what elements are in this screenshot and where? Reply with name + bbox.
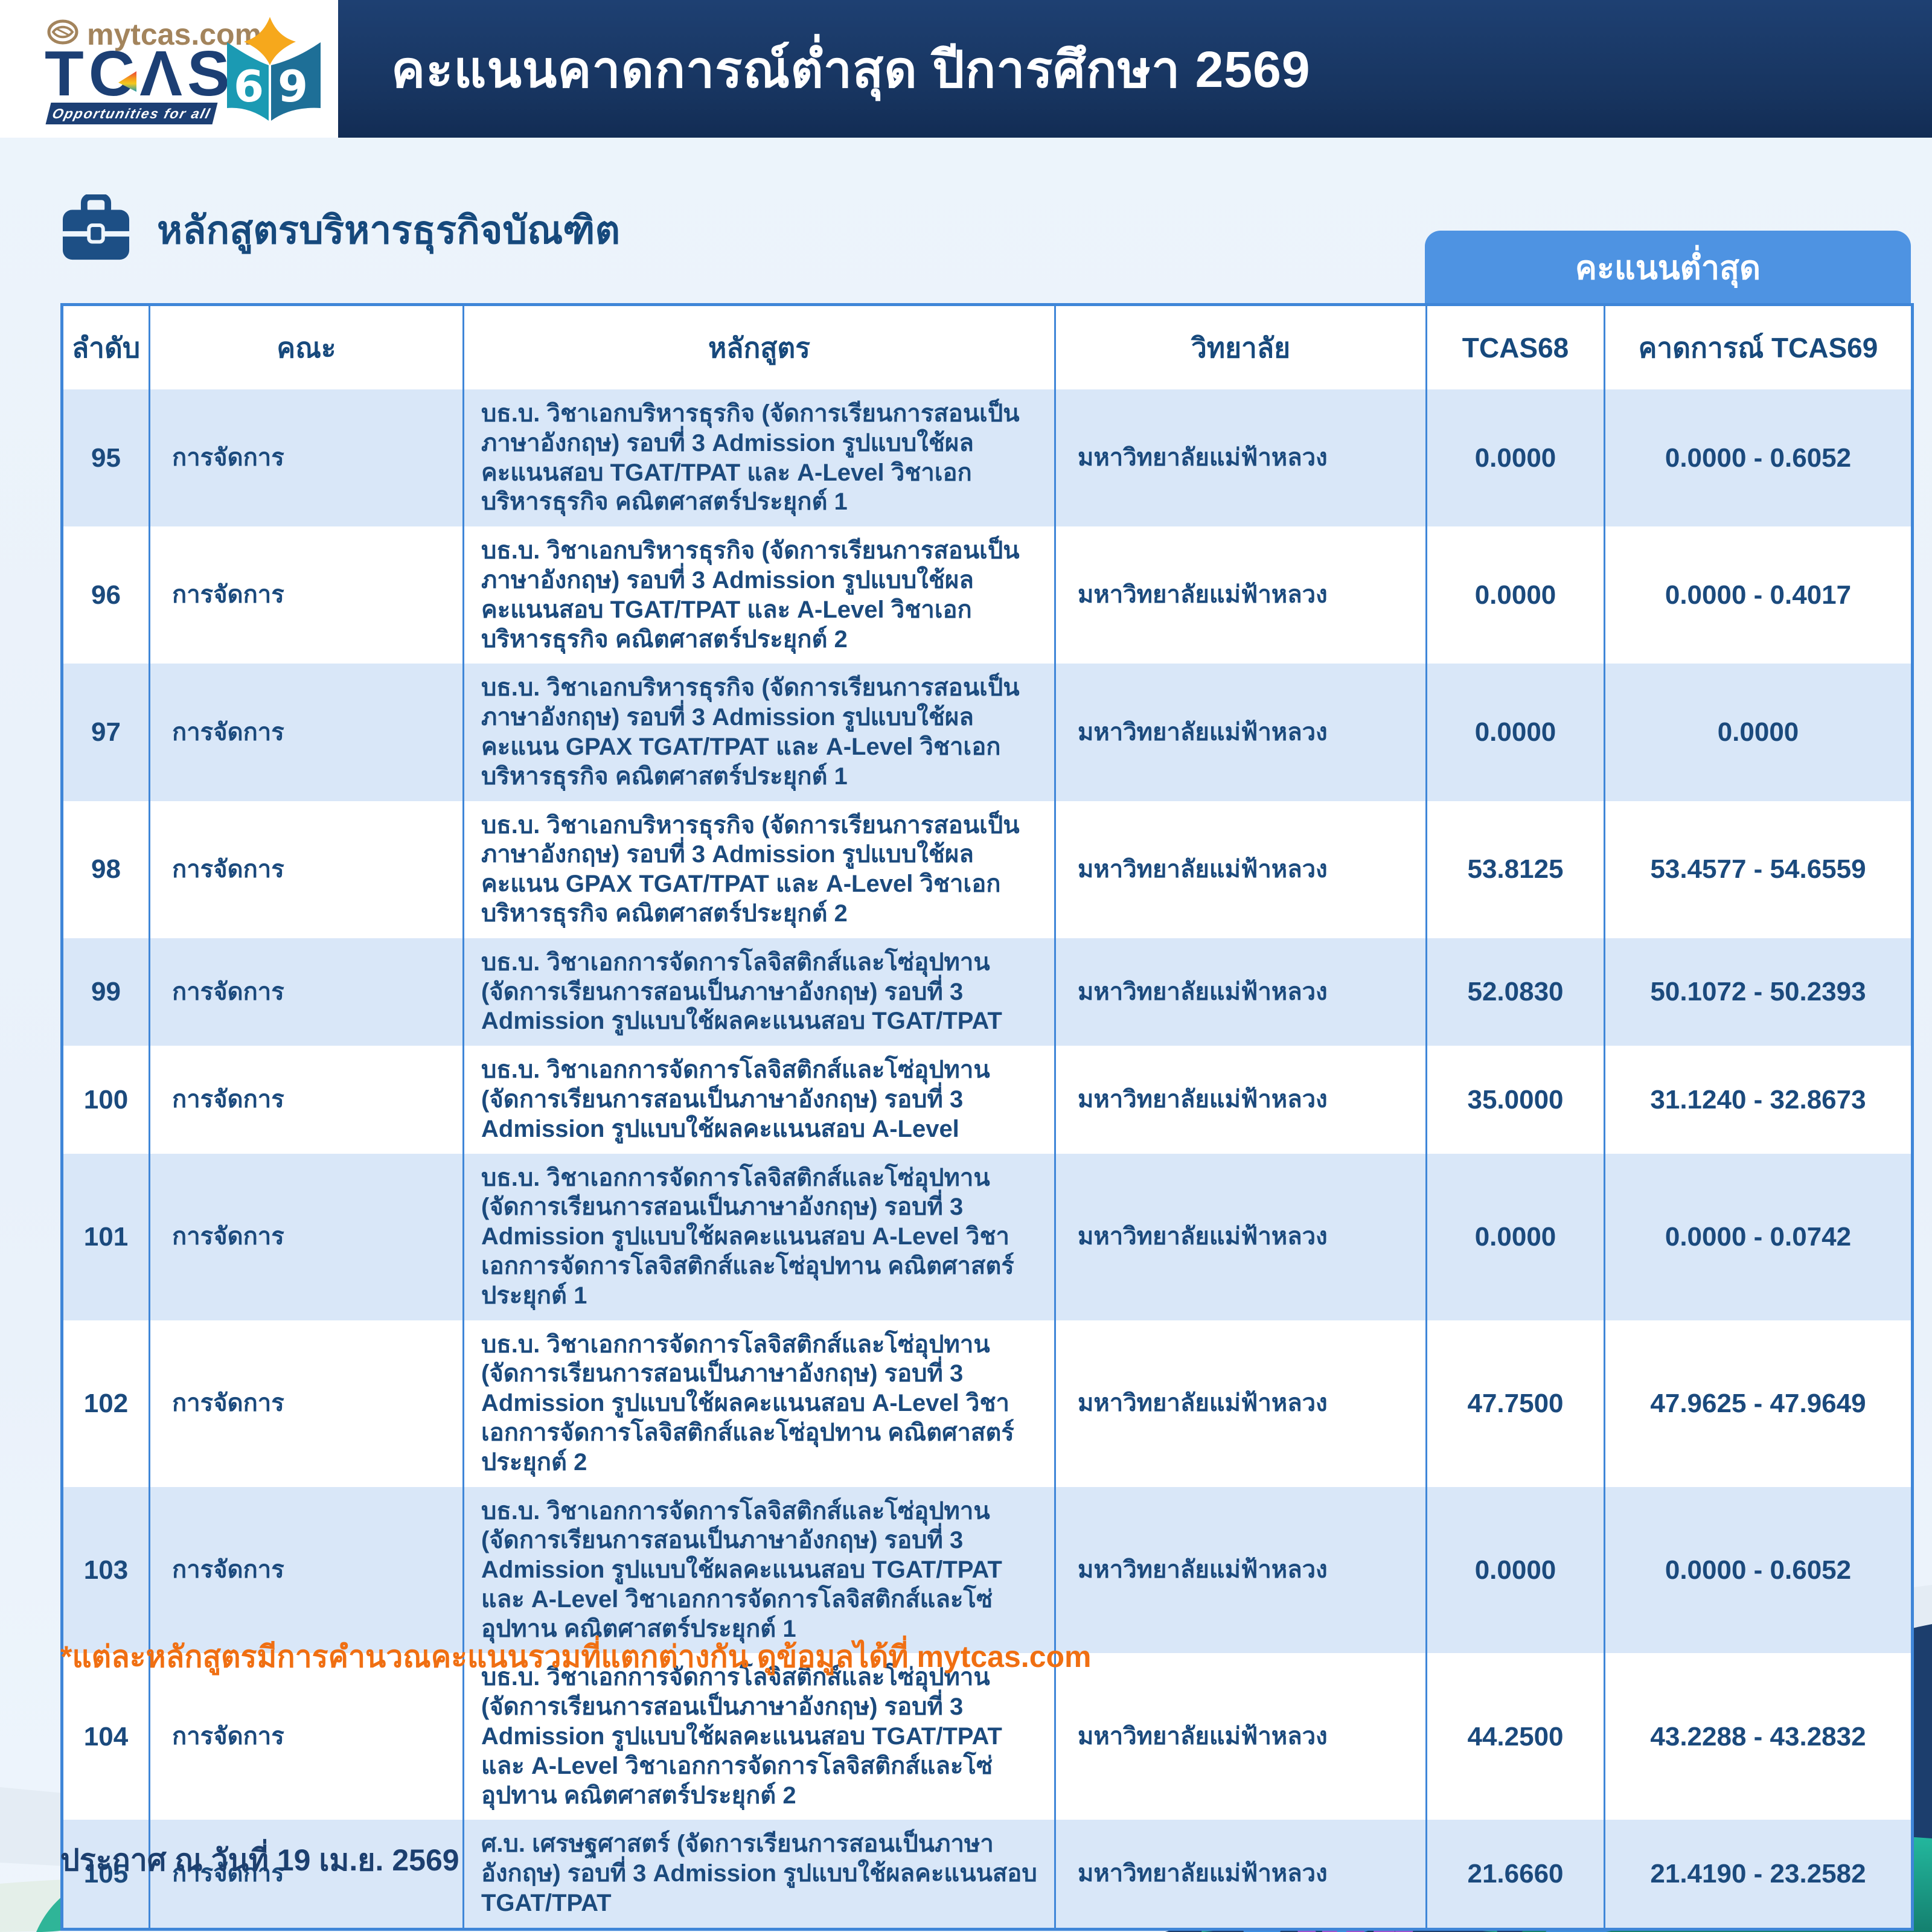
header-banner: คะแนนคาดการณ์ต่ำสุด ปีการศึกษา 2569 mytc… bbox=[0, 0, 1932, 138]
section-heading: หลักสูตรบริหารธุรกิจบัณฑิต bbox=[60, 193, 621, 265]
cell-tcas69: 0.0000 bbox=[1604, 664, 1913, 801]
cell-tcas69: 47.9625 - 47.9649 bbox=[1604, 1320, 1913, 1487]
cell-program: ศ.บ. เศรษฐศาสตร์ (จัดการเรียนการสอนเป็นภ… bbox=[463, 1820, 1056, 1930]
cell-college: มหาวิทยาลัยแม่ฟ้าหลวง bbox=[1055, 801, 1427, 938]
table-row: 96 การจัดการ บธ.บ. วิชาเอกบริหารธุรกิจ (จั… bbox=[62, 526, 1913, 664]
cell-college: มหาวิทยาลัยแม่ฟ้าหลวง bbox=[1055, 1653, 1427, 1820]
cell-program: บธ.บ. วิชาเอกการจัดการโลจิสติกส์และโซ่อุ… bbox=[463, 1153, 1056, 1320]
mytcas-site-label: mytcas.com bbox=[87, 18, 262, 51]
cell-program: บธ.บ. วิชาเอกการจัดการโลจิสติกส์และโซ่อุ… bbox=[463, 1046, 1056, 1154]
table-row: 100 การจัดการ บธ.บ. วิชาเอกการจัดการโลจิสต… bbox=[62, 1046, 1913, 1154]
cell-tcas69: 31.1240 - 32.8673 bbox=[1604, 1046, 1913, 1154]
briefcase-icon bbox=[60, 193, 132, 265]
lowest-score-badge: คะแนนต่ำสุด bbox=[1425, 231, 1911, 304]
cell-program: บธ.บ. วิชาเอกการจัดการโลจิสติกส์และโซ่อุ… bbox=[463, 938, 1056, 1046]
cell-no: 101 bbox=[62, 1153, 150, 1320]
table-row: 97 การจัดการ บธ.บ. วิชาเอกบริหารธุรกิจ (จั… bbox=[62, 664, 1913, 801]
cell-no: 103 bbox=[62, 1486, 150, 1654]
cell-faculty: การจัดการ bbox=[149, 389, 464, 527]
cell-no: 98 bbox=[62, 801, 150, 938]
cell-tcas68: 47.7500 bbox=[1426, 1320, 1605, 1487]
cell-tcas68: 53.8125 bbox=[1426, 801, 1605, 938]
cell-college: มหาวิทยาลัยแม่ฟ้าหลวง bbox=[1055, 938, 1427, 1046]
cell-tcas69: 0.0000 - 0.6052 bbox=[1604, 1486, 1913, 1654]
column-header: ลำดับ bbox=[62, 304, 150, 389]
cell-tcas68: 52.0830 bbox=[1426, 938, 1605, 1046]
table-row: 102 การจัดการ บธ.บ. วิชาเอกการจัดการโลจิสต… bbox=[62, 1320, 1913, 1487]
cell-tcas69: 53.4577 - 54.6559 bbox=[1604, 801, 1913, 938]
cell-faculty: การจัดการ bbox=[149, 526, 464, 664]
cell-college: มหาวิทยาลัยแม่ฟ้าหลวง bbox=[1055, 1820, 1427, 1930]
table-row: 103 การจัดการ บธ.บ. วิชาเอกการจัดการโลจิสต… bbox=[62, 1486, 1913, 1654]
table-header-row: ลำดับ คณะ หลักสูตร วิทยาลัย TCAS68 คาดการณ์ T… bbox=[62, 304, 1913, 389]
table-row: 101 การจัดการ บธ.บ. วิชาเอกการจัดการโลจิสต… bbox=[62, 1153, 1913, 1320]
cell-no: 95 bbox=[62, 389, 150, 527]
cell-tcas69: 50.1072 - 50.2393 bbox=[1604, 938, 1913, 1046]
mytcas-logo-row: mytcas.com bbox=[47, 17, 261, 52]
table-row: 98 การจัดการ บธ.บ. วิชาเอกบริหารธุรกิจ (จั… bbox=[62, 801, 1913, 938]
mytcas-eye-icon bbox=[47, 17, 78, 52]
cell-program: บธ.บ. วิชาเอกบริหารธุรกิจ (จัดการเรียนกา… bbox=[463, 664, 1056, 801]
cell-no: 96 bbox=[62, 526, 150, 664]
cell-program: บธ.บ. วิชาเอกบริหารธุรกิจ (จัดการเรียนกา… bbox=[463, 801, 1056, 938]
column-header: คาดการณ์ TCAS69 bbox=[1604, 304, 1913, 389]
cell-college: มหาวิทยาลัยแม่ฟ้าหลวง bbox=[1055, 664, 1427, 801]
cell-no: 97 bbox=[62, 664, 150, 801]
cell-faculty: การจัดการ bbox=[149, 938, 464, 1046]
cell-faculty: การจัดการ bbox=[149, 1320, 464, 1487]
cell-no: 99 bbox=[62, 938, 150, 1046]
cell-college: มหาวิทยาลัยแม่ฟ้าหลวง bbox=[1055, 1486, 1427, 1654]
cell-faculty: การจัดการ bbox=[149, 1486, 464, 1654]
publish-date: ประกาศ ณ วันที่ 19 เม.ย. 2569 bbox=[60, 1843, 459, 1877]
table-row: 99 การจัดการ บธ.บ. วิชาเอกการจัดการโลจิสติ… bbox=[62, 938, 1913, 1046]
cell-college: มหาวิทยาลัยแม่ฟ้าหลวง bbox=[1055, 1046, 1427, 1154]
cell-tcas68: 0.0000 bbox=[1426, 389, 1605, 527]
section-title: หลักสูตรบริหารธุรกิจบัณฑิต bbox=[157, 208, 621, 252]
cell-faculty: การจัดการ bbox=[149, 801, 464, 938]
score-table: ลำดับ คณะ หลักสูตร วิทยาลัย TCAS68 คาดการณ์ T… bbox=[60, 303, 1914, 1931]
cell-tcas69: 0.0000 - 0.6052 bbox=[1604, 389, 1913, 527]
page-title: คะแนนคาดการณ์ต่ำสุด ปีการศึกษา 2569 bbox=[391, 41, 1311, 98]
cell-tcas68: 44.2500 bbox=[1426, 1653, 1605, 1820]
cell-college: มหาวิทยาลัยแม่ฟ้าหลวง bbox=[1055, 526, 1427, 664]
cell-program: บธ.บ. วิชาเอกบริหารธุรกิจ (จัดการเรียนกา… bbox=[463, 389, 1056, 527]
footnote-text: *แต่ละหลักสูตรมีการคำนวณคะแนนรวมที่แตกต่… bbox=[60, 1640, 1092, 1674]
tcas-wordmark: TCΛS bbox=[45, 38, 235, 109]
tcas-logo: mytcas.com TCΛS Opportunities for all 6 … bbox=[0, 0, 338, 138]
table-body: 95 การจัดการ บธ.บ. วิชาเอกบริหารธุรกิจ (จั… bbox=[62, 389, 1913, 1930]
cell-tcas69: 0.0000 - 0.0742 bbox=[1604, 1153, 1913, 1320]
book-number-6: 6 bbox=[234, 61, 264, 112]
table-row: 95 การจัดการ บธ.บ. วิชาเอกบริหารธุรกิจ (จั… bbox=[62, 389, 1913, 527]
cell-tcas68: 0.0000 bbox=[1426, 1153, 1605, 1320]
tcas-tagline: Opportunities for all bbox=[45, 103, 218, 124]
cell-no: 100 bbox=[62, 1046, 150, 1154]
cell-program: บธ.บ. วิชาเอกการจัดการโลจิสติกส์และโซ่อุ… bbox=[463, 1320, 1056, 1487]
cell-no: 102 bbox=[62, 1320, 150, 1487]
cell-faculty: การจัดการ bbox=[149, 664, 464, 801]
book-number-9: 9 bbox=[278, 61, 308, 112]
cell-tcas68: 21.6660 bbox=[1426, 1820, 1605, 1930]
cell-tcas69: 0.0000 - 0.4017 bbox=[1604, 526, 1913, 664]
cell-college: มหาวิทยาลัยแม่ฟ้าหลวง bbox=[1055, 1320, 1427, 1487]
cell-college: มหาวิทยาลัยแม่ฟ้าหลวง bbox=[1055, 389, 1427, 527]
cell-tcas69: 21.4190 - 23.2582 bbox=[1604, 1820, 1913, 1930]
cell-tcas68: 35.0000 bbox=[1426, 1046, 1605, 1154]
cell-tcas68: 0.0000 bbox=[1426, 1486, 1605, 1654]
cell-college: มหาวิทยาลัยแม่ฟ้าหลวง bbox=[1055, 1153, 1427, 1320]
tcas69-book-icon: 6 9 bbox=[219, 16, 321, 129]
column-header: TCAS68 bbox=[1426, 304, 1605, 389]
cell-tcas68: 0.0000 bbox=[1426, 664, 1605, 801]
column-header: วิทยาลัย bbox=[1055, 304, 1427, 389]
column-header: หลักสูตร bbox=[463, 304, 1056, 389]
cell-program: บธ.บ. วิชาเอกการจัดการโลจิสติกส์และโซ่อุ… bbox=[463, 1486, 1056, 1654]
cell-program: บธ.บ. วิชาเอกบริหารธุรกิจ (จัดการเรียนกา… bbox=[463, 526, 1056, 664]
cell-faculty: การจัดการ bbox=[149, 1153, 464, 1320]
cell-tcas68: 0.0000 bbox=[1426, 526, 1605, 664]
column-header: คณะ bbox=[149, 304, 464, 389]
cell-faculty: การจัดการ bbox=[149, 1046, 464, 1154]
score-table-wrap: ลำดับ คณะ หลักสูตร วิทยาลัย TCAS68 คาดการณ์ T… bbox=[60, 303, 1914, 1931]
cell-tcas69: 43.2288 - 43.2832 bbox=[1604, 1653, 1913, 1820]
